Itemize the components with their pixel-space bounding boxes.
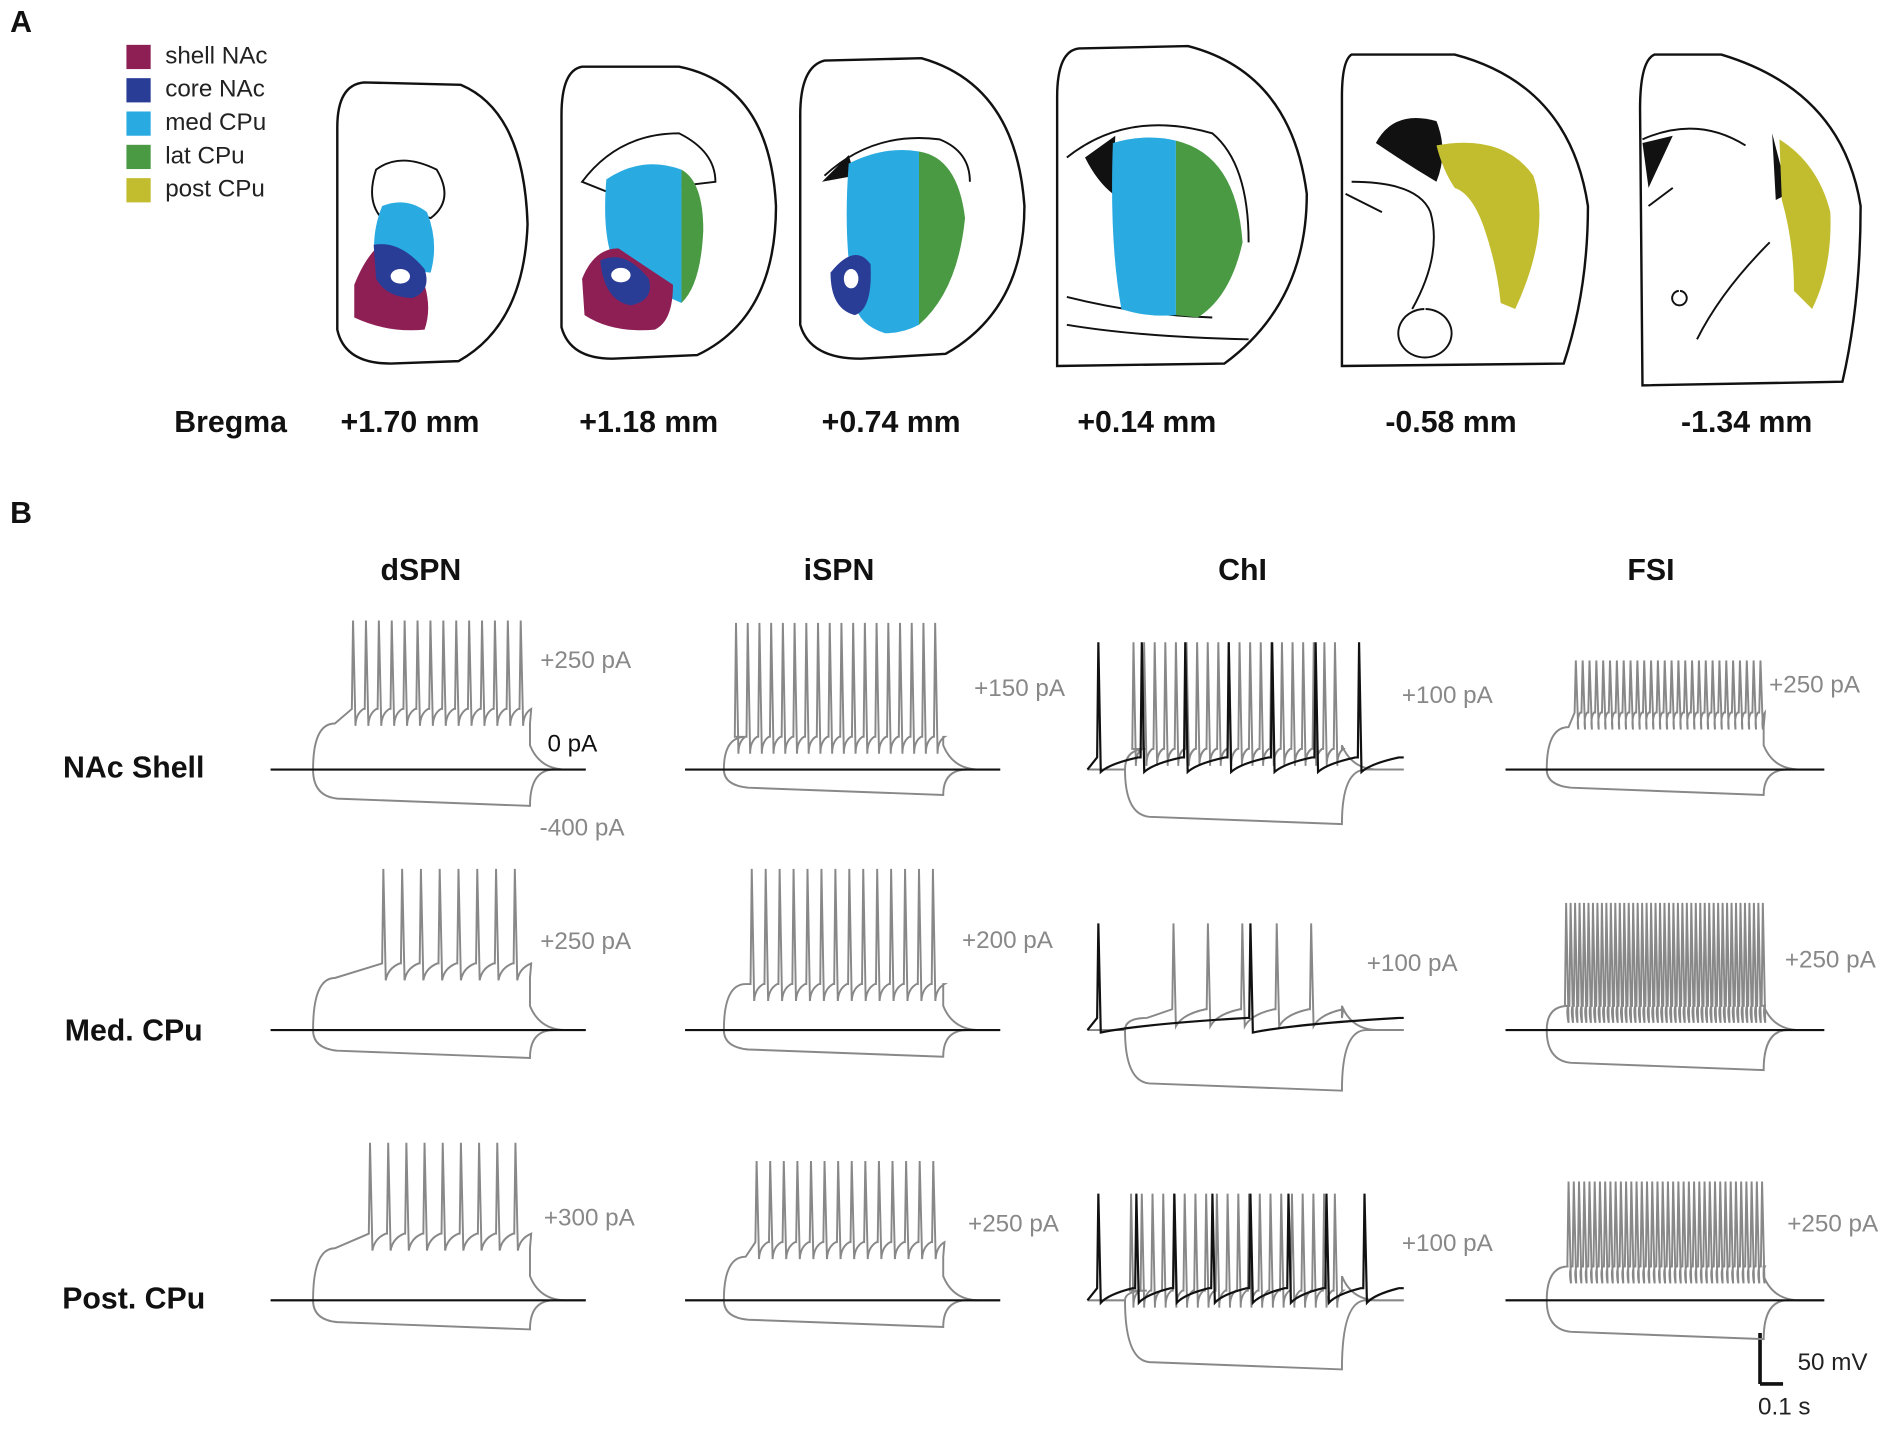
trace-hyperpolarizing xyxy=(1087,768,1404,826)
trace-hyperpolarizing xyxy=(270,768,586,807)
panel-label: B xyxy=(10,497,32,530)
section-label: -0.58 mm xyxy=(1385,406,1516,439)
column-title: FSI xyxy=(1627,554,1674,587)
trace-depolarizing xyxy=(685,622,1001,771)
current-label: +100 pA xyxy=(1367,950,1459,977)
current-label: 0 pA xyxy=(547,731,598,758)
trace-group xyxy=(685,622,1001,796)
current-label: -400 pA xyxy=(540,814,626,841)
current-label: +250 pA xyxy=(968,1211,1060,1238)
legend-swatch xyxy=(126,78,151,103)
column-title: dSPN xyxy=(381,554,462,587)
trace-hyperpolarizing xyxy=(685,768,1001,796)
trace-hyperpolarizing xyxy=(685,1029,1001,1058)
section-label: +1.18 mm xyxy=(579,406,718,439)
scale-bar xyxy=(1758,1333,1784,1386)
trace-group xyxy=(270,620,586,807)
trace-group xyxy=(270,1142,586,1331)
legend-label: shell NAc xyxy=(165,42,267,69)
current-label: +150 pA xyxy=(974,675,1066,702)
current-label: +250 pA xyxy=(1785,946,1877,973)
region xyxy=(918,151,966,325)
trace-baseline xyxy=(1086,642,1404,775)
row-label: Post. CPu xyxy=(62,1282,205,1315)
column-title: ChI xyxy=(1218,554,1267,587)
trace-depolarizing xyxy=(1505,660,1825,771)
section-label: +0.74 mm xyxy=(822,406,961,439)
trace-depolarizing xyxy=(1505,1181,1825,1302)
region xyxy=(1779,139,1831,310)
trace-depolarizing xyxy=(270,868,586,1032)
trace-depolarizing xyxy=(1087,642,1404,771)
scale-voltage: 50 mV xyxy=(1798,1349,1869,1376)
section-label: +0.14 mm xyxy=(1077,406,1216,439)
current-label: +100 pA xyxy=(1402,1230,1494,1257)
trace-group xyxy=(270,868,586,1059)
trace-group xyxy=(685,868,1001,1058)
trace-depolarizing xyxy=(685,1160,1001,1302)
trace-group xyxy=(1086,1193,1404,1371)
legend-swatch xyxy=(126,111,151,136)
legend-label: lat CPu xyxy=(165,142,244,169)
region xyxy=(1436,142,1540,310)
column-title: iSPN xyxy=(804,554,875,587)
legend-label: med CPu xyxy=(165,109,266,136)
trace-depolarizing xyxy=(1087,923,1404,1032)
trace-depolarizing xyxy=(1505,902,1825,1032)
trace-baseline xyxy=(1086,923,1404,1034)
current-label: +250 pA xyxy=(540,928,632,955)
legend-label: post CPu xyxy=(165,176,265,203)
trace-group xyxy=(1505,1181,1825,1341)
bregma-label: Bregma xyxy=(174,406,288,439)
scale-time: 0.1 s xyxy=(1758,1394,1811,1421)
trace-baseline xyxy=(1086,1193,1404,1306)
current-label: +200 pA xyxy=(962,927,1054,954)
legend-swatch xyxy=(126,144,151,170)
trace-group xyxy=(685,1160,1001,1328)
trace-hyperpolarizing xyxy=(1087,1299,1404,1371)
current-label: +250 pA xyxy=(1769,671,1861,698)
trace-hyperpolarizing xyxy=(1505,1029,1825,1072)
trace-group xyxy=(1086,923,1404,1092)
legend-swatch xyxy=(126,178,151,203)
current-label: +250 pA xyxy=(1787,1211,1879,1238)
trace-group xyxy=(1505,902,1825,1072)
row-label: Med. CPu xyxy=(65,1015,203,1048)
trace-hyperpolarizing xyxy=(1505,1299,1825,1341)
trace-hyperpolarizing xyxy=(685,1299,1001,1328)
trace-hyperpolarizing xyxy=(1087,1029,1404,1092)
trace-group xyxy=(1086,642,1404,826)
trace-depolarizing xyxy=(270,620,586,771)
panel-label: A xyxy=(10,6,32,39)
legend-label: core NAc xyxy=(165,76,265,103)
current-label: +300 pA xyxy=(544,1205,636,1232)
trace-hyperpolarizing xyxy=(1505,768,1825,796)
section-label: -1.34 mm xyxy=(1681,406,1812,439)
region xyxy=(681,169,704,303)
region xyxy=(1112,137,1176,316)
trace-hyperpolarizing xyxy=(270,1299,586,1331)
trace-depolarizing xyxy=(270,1142,586,1302)
current-label: +100 pA xyxy=(1402,682,1494,709)
region xyxy=(1175,140,1243,318)
legend-swatch xyxy=(126,44,151,70)
section-label: +1.70 mm xyxy=(341,406,480,439)
trace-group xyxy=(1505,660,1825,796)
row-label: NAc Shell xyxy=(63,752,204,785)
trace-hyperpolarizing xyxy=(270,1029,586,1059)
current-label: +250 pA xyxy=(540,647,632,674)
trace-depolarizing xyxy=(685,868,1001,1032)
brain-sections xyxy=(336,44,1862,387)
